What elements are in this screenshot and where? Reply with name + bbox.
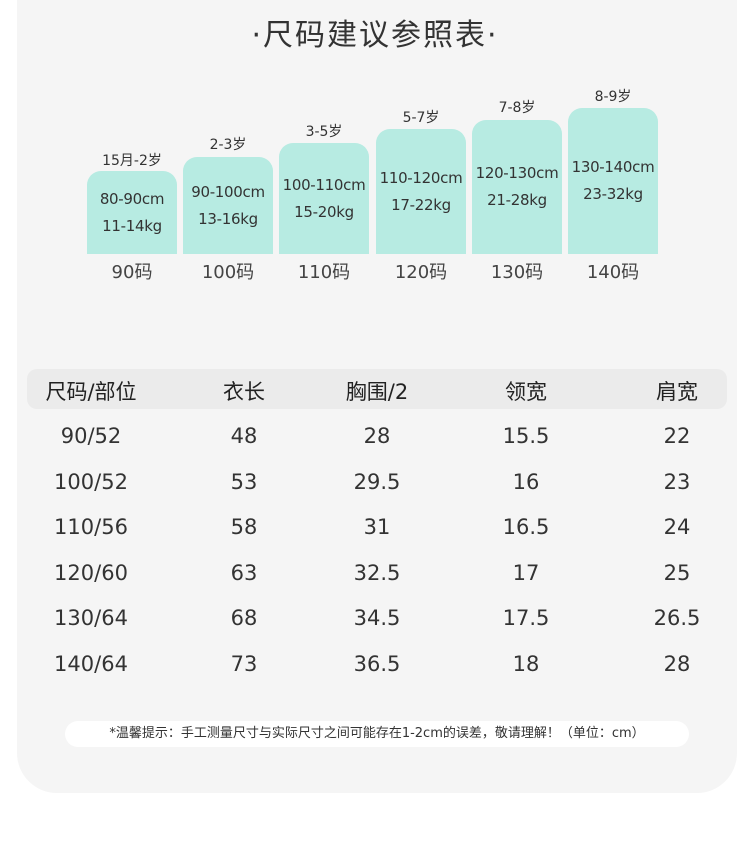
table-cell: 18	[512, 652, 540, 676]
table-header-cell: 领宽	[505, 380, 547, 404]
table-cell: 34.5	[353, 606, 401, 630]
table-cell: 32.5	[353, 561, 401, 585]
table-header-cell: 尺码/部位	[45, 380, 137, 404]
size-name: 120码	[394, 262, 448, 283]
weight-range: 15-20kg	[294, 203, 354, 221]
table-cell: 17	[512, 561, 540, 585]
table-cell: 48	[230, 424, 258, 448]
table-cell: 130/64	[54, 606, 128, 630]
height-range: 130-140cm	[571, 158, 655, 176]
table-cell: 28	[363, 424, 391, 448]
age-label: 3-5岁	[305, 124, 343, 140]
height-range: 100-110cm	[282, 176, 366, 194]
size-box: 130-140cm 23-32kg	[568, 108, 658, 254]
table-header-cell: 肩宽	[656, 380, 698, 404]
table-cell: 31	[363, 515, 391, 539]
weight-range: 17-22kg	[391, 196, 451, 214]
table-cell: 16.5	[502, 515, 550, 539]
weight-range: 11-14kg	[102, 217, 162, 235]
height-range: 110-120cm	[379, 169, 463, 187]
table-cell: 53	[230, 470, 258, 494]
age-label: 2-3岁	[209, 137, 247, 153]
size-name: 90码	[111, 262, 153, 283]
table-cell: 120/60	[54, 561, 128, 585]
table-cell: 68	[230, 606, 258, 630]
table-cell: 90/52	[60, 424, 122, 448]
size-box: 120-130cm 21-28kg	[472, 120, 562, 254]
table-cell: 110/56	[54, 515, 128, 539]
table-cell: 58	[230, 515, 258, 539]
size-name: 110码	[297, 262, 351, 283]
table-cell: 29.5	[353, 470, 401, 494]
table-cell: 28	[663, 652, 691, 676]
table-cell: 24	[663, 515, 691, 539]
size-box: 80-90cm 11-14kg	[87, 171, 177, 254]
table-cell: 26.5	[653, 606, 701, 630]
table-cell: 22	[663, 424, 691, 448]
table-header-bar	[27, 369, 727, 409]
table-cell: 23	[663, 470, 691, 494]
table-header-cell: 胸围/2	[345, 380, 409, 404]
age-label: 5-7岁	[402, 110, 440, 126]
table-header-cell: 衣长	[223, 380, 265, 404]
table-cell: 63	[230, 561, 258, 585]
page-title: ·尺码建议参照表·	[251, 18, 499, 53]
height-range: 90-100cm	[191, 183, 265, 201]
height-range: 120-130cm	[475, 164, 559, 182]
table-cell: 17.5	[502, 606, 550, 630]
size-name: 100码	[201, 262, 255, 283]
size-name: 130码	[490, 262, 544, 283]
table-cell: 16	[512, 470, 540, 494]
height-range: 80-90cm	[99, 190, 165, 208]
size-box: 110-120cm 17-22kg	[376, 129, 466, 254]
age-label: 7-8岁	[498, 100, 536, 116]
notice-text: *温馨提示：手工测量尺寸与实际尺寸之间可能存在1-2cm的误差，敬请理解！（单位…	[65, 721, 689, 747]
table-cell: 25	[663, 561, 691, 585]
table-cell: 15.5	[502, 424, 550, 448]
weight-range: 13-16kg	[198, 210, 258, 228]
table-cell: 100/52	[54, 470, 128, 494]
table-cell: 140/64	[54, 652, 128, 676]
table-cell: 73	[230, 652, 258, 676]
age-label: 8-9岁	[594, 89, 632, 105]
weight-range: 23-32kg	[583, 185, 643, 203]
weight-range: 21-28kg	[487, 191, 547, 209]
table-cell: 36.5	[353, 652, 401, 676]
age-label: 15月-2岁	[102, 153, 162, 169]
size-name: 140码	[586, 262, 640, 283]
size-box: 100-110cm 15-20kg	[279, 143, 369, 254]
size-box: 90-100cm 13-16kg	[183, 157, 273, 254]
